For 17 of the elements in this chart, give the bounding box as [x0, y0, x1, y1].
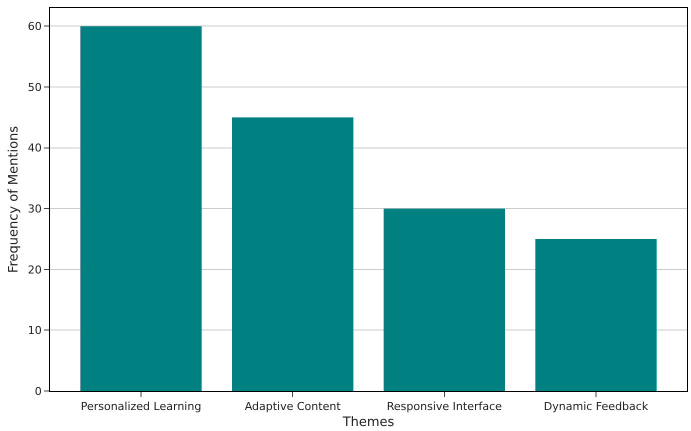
bar [232, 117, 354, 391]
x-tick-label: Adaptive Content [244, 400, 342, 414]
bar [535, 239, 657, 391]
y-tick-label: 0 [34, 384, 42, 398]
y-tick-label: 40 [28, 142, 42, 155]
x-tick-label: Dynamic Feedback [544, 400, 649, 414]
x-tick-label: Responsive Interface [386, 400, 502, 414]
y-tick-label: 10 [28, 324, 42, 338]
y-tick-label: 30 [28, 202, 42, 216]
x-tick-label: Personalized Learning [80, 400, 202, 414]
bar [384, 208, 505, 391]
y-axis-title: Frequency of Mentions [6, 126, 22, 274]
y-tick-label: 60 [28, 20, 42, 34]
y-tick-label: 50 [28, 80, 42, 94]
x-axis-title: Themes [342, 414, 395, 430]
bar [80, 26, 202, 391]
y-tick-label: 20 [28, 263, 42, 276]
